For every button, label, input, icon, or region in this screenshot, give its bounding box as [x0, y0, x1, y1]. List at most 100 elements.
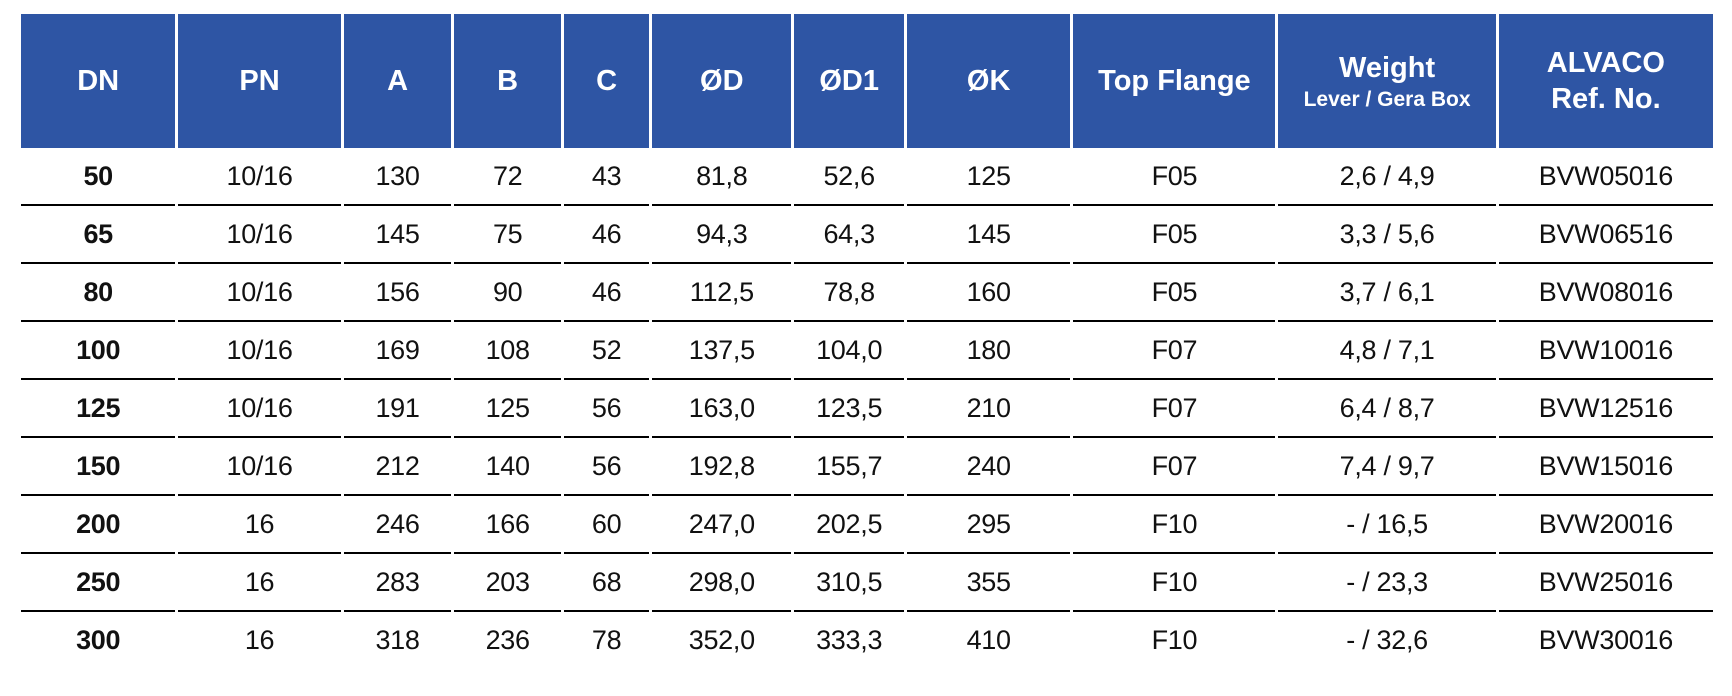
column-header-weight: Weight Lever / Gera Box — [1278, 14, 1496, 148]
cell-ok: 240 — [906, 438, 1071, 496]
cell-b: 140 — [454, 438, 561, 496]
table-row: 80 10/16 156 90 46 112,5 78,8 160 F05 3,7 / 6,1 BV… — [21, 264, 1713, 322]
cell-od1: 104,0 — [794, 322, 904, 380]
cell-a: 318 — [343, 612, 452, 668]
cell-weight: - / 23,3 — [1278, 554, 1496, 612]
cell-od1: 78,8 — [794, 264, 904, 322]
cell-ref: BVW05016 — [1498, 148, 1713, 206]
cell-od1: 155,7 — [794, 438, 904, 496]
column-header-label: ØD — [700, 64, 744, 97]
column-header-label: ØK — [966, 64, 1011, 97]
cell-c: 46 — [563, 264, 650, 322]
cell-pn: 10/16 — [178, 264, 341, 322]
cell-od1: 333,3 — [794, 612, 904, 668]
cell-weight: 2,6 / 4,9 — [1278, 148, 1496, 206]
cell-od: 137,5 — [652, 322, 792, 380]
cell-ok: 210 — [906, 380, 1071, 438]
cell-od: 352,0 — [652, 612, 792, 668]
column-header-a: A — [343, 14, 452, 148]
cell-top_flange: F07 — [1073, 322, 1276, 380]
cell-dn: 50 — [21, 148, 176, 206]
cell-weight: - / 16,5 — [1278, 496, 1496, 554]
column-header-label: A — [387, 64, 409, 97]
cell-ref: BVW25016 — [1498, 554, 1713, 612]
cell-ok: 180 — [906, 322, 1071, 380]
cell-pn: 16 — [178, 612, 341, 668]
cell-ref: BVW30016 — [1498, 612, 1713, 668]
cell-c: 56 — [563, 380, 650, 438]
cell-ref: BVW15016 — [1498, 438, 1713, 496]
cell-top_flange: F10 — [1073, 554, 1276, 612]
cell-od: 94,3 — [652, 206, 792, 264]
cell-dn: 80 — [21, 264, 176, 322]
cell-ok: 355 — [906, 554, 1071, 612]
column-header-sublabel: Lever / Gera Box — [1303, 88, 1471, 112]
table-row: 65 10/16 145 75 46 94,3 64,3 145 F05 3,3 / 5,6 BVW… — [21, 206, 1713, 264]
cell-dn: 150 — [21, 438, 176, 496]
column-header-c: C — [563, 14, 650, 148]
cell-weight: 6,4 / 8,7 — [1278, 380, 1496, 438]
cell-b: 203 — [454, 554, 561, 612]
cell-weight: - / 32,6 — [1278, 612, 1496, 668]
cell-top_flange: F10 — [1073, 612, 1276, 668]
cell-weight: 3,3 / 5,6 — [1278, 206, 1496, 264]
cell-top_flange: F05 — [1073, 264, 1276, 322]
cell-a: 212 — [343, 438, 452, 496]
cell-od1: 123,5 — [794, 380, 904, 438]
column-header-label: B — [497, 64, 519, 97]
table-row: 100 10/16 169 108 52 137,5 104,0 180 F07 4,8 / 7,… — [21, 322, 1713, 380]
table-row: 150 10/16 212 140 56 192,8 155,7 240 F07 7,4 / 9,… — [21, 438, 1713, 496]
cell-b: 108 — [454, 322, 561, 380]
cell-weight: 4,8 / 7,1 — [1278, 322, 1496, 380]
cell-dn: 125 — [21, 380, 176, 438]
cell-c: 78 — [563, 612, 650, 668]
column-header-b: B — [454, 14, 561, 148]
cell-a: 145 — [343, 206, 452, 264]
cell-od1: 52,6 — [794, 148, 904, 206]
table-row: 250 16 283 203 68 298,0 310,5 355 F10- / 23,3 BVW… — [21, 554, 1713, 612]
cell-ok: 295 — [906, 496, 1071, 554]
cell-b: 236 — [454, 612, 561, 668]
column-header-dn: DN — [21, 14, 176, 148]
column-header-od1: ØD1 — [794, 14, 904, 148]
cell-od: 192,8 — [652, 438, 792, 496]
cell-c: 56 — [563, 438, 650, 496]
cell-b: 75 — [454, 206, 561, 264]
cell-od: 247,0 — [652, 496, 792, 554]
cell-pn: 16 — [178, 496, 341, 554]
cell-a: 283 — [343, 554, 452, 612]
cell-dn: 65 — [21, 206, 176, 264]
cell-a: 246 — [343, 496, 452, 554]
column-header-label: ØD1 — [819, 64, 879, 97]
table-row: 125 10/16 191 125 56 163,0 123,5 210 F07 6,4 / 8,… — [21, 380, 1713, 438]
column-header-label: DN — [77, 64, 120, 97]
cell-c: 68 — [563, 554, 650, 612]
cell-top_flange: F10 — [1073, 496, 1276, 554]
cell-od: 112,5 — [652, 264, 792, 322]
table-row: 300 16 318 236 78 352,0 333,3 410 F10- / 32,6 BVW… — [21, 612, 1713, 668]
cell-b: 72 — [454, 148, 561, 206]
table-row: 50 10/16 130 72 43 81,8 52,6 125 F05 2,6 / 4,9 BVW… — [21, 148, 1713, 206]
cell-ok: 160 — [906, 264, 1071, 322]
cell-b: 166 — [454, 496, 561, 554]
cell-ref: BVW08016 — [1498, 264, 1713, 322]
cell-c: 60 — [563, 496, 650, 554]
cell-dn: 300 — [21, 612, 176, 668]
cell-dn: 250 — [21, 554, 176, 612]
cell-od: 81,8 — [652, 148, 792, 206]
cell-pn: 10/16 — [178, 380, 341, 438]
cell-c: 43 — [563, 148, 650, 206]
cell-ok: 145 — [906, 206, 1071, 264]
cell-pn: 16 — [178, 554, 341, 612]
cell-ref: BVW06516 — [1498, 206, 1713, 264]
column-header-label: C — [596, 64, 618, 97]
cell-pn: 10/16 — [178, 438, 341, 496]
cell-top_flange: F07 — [1073, 438, 1276, 496]
column-header-label: PN — [239, 64, 280, 97]
cell-dn: 100 — [21, 322, 176, 380]
cell-b: 125 — [454, 380, 561, 438]
column-header-label: Top Flange — [1098, 64, 1251, 97]
cell-ok: 125 — [906, 148, 1071, 206]
cell-weight: 7,4 / 9,7 — [1278, 438, 1496, 496]
